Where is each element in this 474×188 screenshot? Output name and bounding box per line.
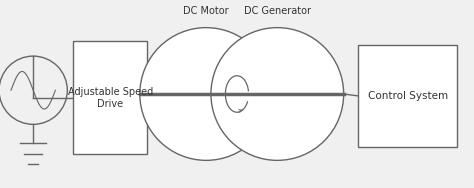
Text: DC Motor: DC Motor bbox=[183, 6, 229, 16]
FancyBboxPatch shape bbox=[358, 45, 457, 147]
Ellipse shape bbox=[211, 28, 344, 160]
Text: Adjustable Speed
Drive: Adjustable Speed Drive bbox=[68, 87, 153, 108]
Ellipse shape bbox=[140, 28, 273, 160]
Text: DC Generator: DC Generator bbox=[244, 6, 311, 16]
FancyBboxPatch shape bbox=[73, 41, 147, 154]
Text: Control System: Control System bbox=[367, 91, 448, 101]
